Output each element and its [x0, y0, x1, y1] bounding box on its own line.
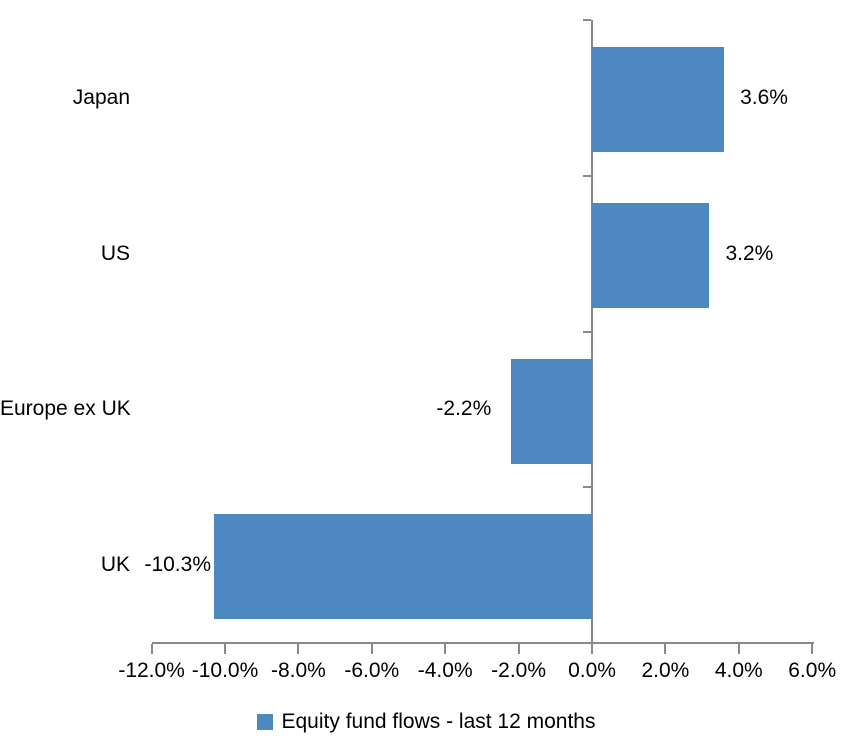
x-axis-tick — [297, 644, 300, 654]
x-axis-tick — [224, 644, 226, 654]
value-label: 3.6% — [740, 85, 788, 109]
x-axis-tick-label: -4.0% — [417, 659, 473, 682]
category-axis-tick — [583, 174, 591, 177]
x-axis-tick-label: -2.0% — [491, 659, 547, 682]
bar-uk — [213, 514, 592, 620]
x-axis-line — [151, 642, 815, 644]
category-label: UK — [100, 553, 130, 577]
legend-swatch-icon — [256, 714, 273, 730]
x-axis-tick-label: -6.0% — [344, 659, 400, 682]
x-axis-tick — [370, 644, 373, 654]
x-axis-tick — [517, 644, 520, 654]
legend: Equity fund flows - last 12 months — [0, 709, 852, 735]
x-axis-tick — [664, 644, 667, 654]
x-axis-tick-label: 4.0% — [714, 659, 763, 682]
x-axis-tick — [737, 644, 740, 654]
category-label: Europe ex UK — [0, 397, 131, 421]
value-label: -2.2% — [436, 397, 492, 421]
x-axis-tick-label: -10.0% — [191, 659, 259, 682]
value-label: 3.2% — [725, 241, 774, 265]
x-axis-tick-label: 2.0% — [641, 659, 690, 682]
category-axis-line — [591, 20, 593, 652]
bar-japan — [592, 47, 725, 152]
x-axis-tick — [811, 644, 814, 654]
category-label: Japan — [72, 85, 130, 109]
x-axis-tick — [150, 644, 153, 654]
x-axis-tick-label: 6.0% — [788, 659, 837, 682]
value-label: -10.3% — [144, 553, 211, 577]
category-axis-tick — [583, 330, 591, 333]
x-axis-tick-label: -12.0% — [118, 659, 185, 682]
category-axis-tick — [583, 19, 591, 21]
x-axis-tick-label: 0.0% — [568, 659, 616, 682]
category-axis-tick — [583, 486, 591, 489]
x-axis-tick — [444, 644, 447, 654]
x-axis-tick-label: -8.0% — [270, 659, 326, 682]
bar-us — [592, 202, 710, 308]
category-label: US — [100, 241, 130, 265]
bar-europe-ex-uk — [511, 358, 592, 464]
legend-label: Equity fund flows - last 12 months — [281, 710, 596, 733]
